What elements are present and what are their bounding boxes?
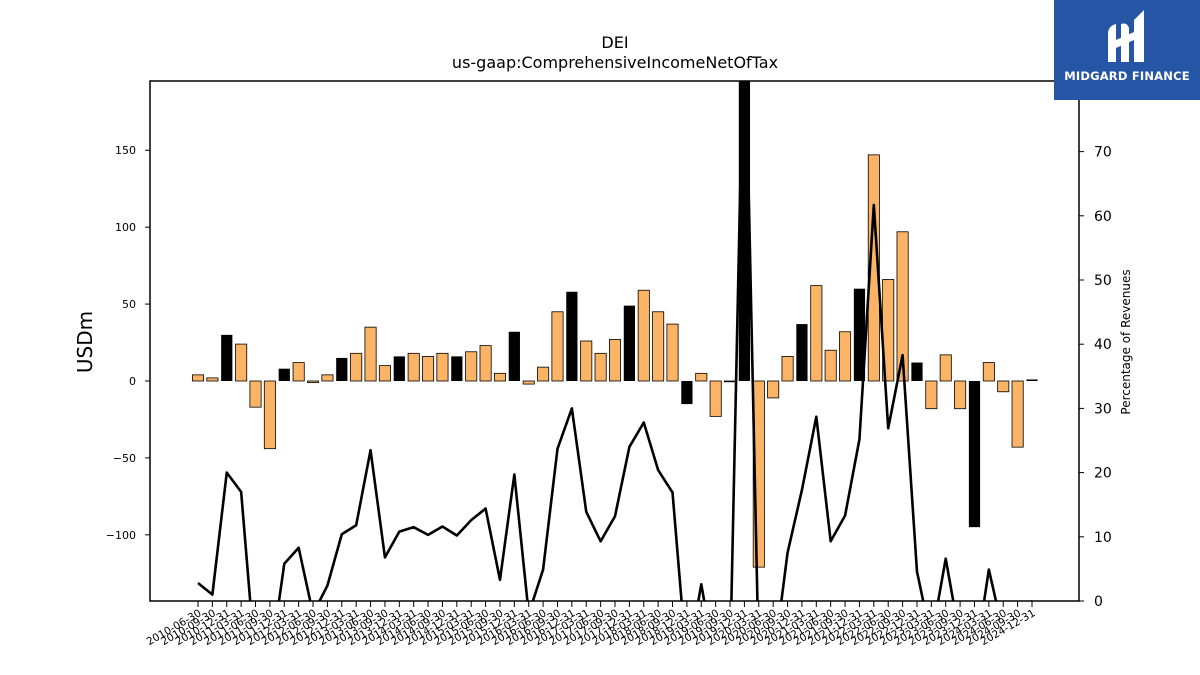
- y2-tick-label: 0: [1094, 594, 1103, 610]
- line-series: [197, 81, 1034, 601]
- bar-2017-03-31: [580, 340, 593, 382]
- bar-2018-09-30: [666, 323, 679, 382]
- brand-mark-icon: [1108, 10, 1144, 62]
- bar-2011-03-31: [235, 343, 248, 382]
- bar-2016-09-30: [551, 311, 564, 382]
- bar-2015-03-31: [465, 351, 478, 382]
- y2-axis: 0 10 20 30 40 50 60 70: [1079, 145, 1112, 610]
- bar-2024-12-31: [1026, 379, 1038, 381]
- bar-2023-12-31: [968, 381, 981, 528]
- bar-2020-06-30: [767, 380, 780, 399]
- bar-2015-06-30: [479, 345, 492, 382]
- bar-2012-09-30: [321, 374, 334, 382]
- bar-2020-09-30: [781, 355, 794, 382]
- bar-2010-06-30: [191, 374, 205, 382]
- chart-subtitle: us-gaap:ComprehensiveIncomeNetOfTax: [452, 53, 778, 72]
- brand-name: MIDGARD FINANCE: [1064, 69, 1190, 83]
- bar-2013-06-30: [364, 326, 377, 382]
- bar-2012-06-30: [307, 380, 320, 383]
- bar-2024-09-30: [1011, 380, 1024, 448]
- bar-2018-06-30: [652, 311, 665, 382]
- bar-2022-09-30: [896, 231, 909, 382]
- bar-2017-12-31: [623, 305, 635, 381]
- y2-tick-label: 40: [1094, 337, 1112, 353]
- bar-2015-09-30: [493, 372, 506, 382]
- bar-2023-06-30: [939, 354, 952, 382]
- bar-2018-03-31: [637, 289, 650, 382]
- bar-2019-03-31: [695, 372, 708, 382]
- bar-2021-06-30: [824, 349, 837, 382]
- bar-2024-06-30: [997, 380, 1010, 393]
- bar-2011-06-30: [249, 380, 262, 408]
- bar-2021-12-31: [853, 288, 866, 381]
- bar-2012-03-31: [292, 362, 305, 382]
- bar-2019-12-31: [738, 81, 751, 382]
- bar-2019-06-30: [709, 380, 722, 417]
- y2-axis-label: Percentage of Revenues: [1119, 269, 1133, 414]
- bar-2018-12-31: [681, 381, 693, 405]
- y-tick-label: 100: [115, 221, 136, 234]
- bar-2015-12-31: [508, 331, 520, 381]
- bar-2014-09-30: [436, 352, 449, 382]
- bar-2017-06-30: [594, 352, 607, 382]
- bar-2020-12-31: [796, 324, 808, 381]
- y-tick-label: 0: [129, 375, 136, 388]
- bar-2014-12-31: [451, 356, 463, 381]
- bar-2013-09-30: [378, 365, 391, 382]
- y-tick-label: −50: [113, 452, 136, 465]
- bar-2013-12-31: [393, 356, 405, 381]
- bar-series: [191, 81, 1038, 568]
- bar-2023-09-30: [954, 380, 967, 410]
- y-axis-label: USDm: [73, 311, 97, 373]
- bar-2022-03-31: [867, 154, 880, 382]
- y2-tick-label: 10: [1094, 530, 1112, 546]
- bar-2010-12-31: [221, 334, 233, 381]
- bar-2021-09-30: [839, 331, 852, 382]
- bar-2010-09-30: [206, 377, 219, 382]
- bar-2017-09-30: [608, 339, 622, 382]
- y-tick-label: −100: [106, 529, 136, 542]
- y2-tick-label: 20: [1094, 466, 1112, 482]
- bar-2016-12-31: [566, 291, 578, 381]
- bar-2012-12-31: [336, 357, 348, 381]
- bar-2022-12-31: [911, 362, 923, 381]
- bar-2013-03-31: [350, 352, 363, 382]
- y2-tick-label: 70: [1094, 145, 1112, 161]
- bar-2014-06-30: [422, 355, 435, 382]
- y2-tick-label: 60: [1094, 209, 1112, 225]
- y2-tick-label: 30: [1094, 401, 1112, 417]
- y2-tick-label: 50: [1094, 273, 1112, 289]
- bar-2019-09-30: [724, 380, 737, 383]
- bar-2016-06-30: [537, 366, 550, 382]
- y-tick-label: 150: [115, 144, 136, 157]
- brand-logo: MIDGARD FINANCE: [1054, 0, 1200, 100]
- bar-2014-03-31: [407, 352, 420, 382]
- bar-2023-03-31: [925, 380, 938, 410]
- x-axis: 2010-06-302010-09-302010-12-312011-03-31…: [145, 601, 1038, 648]
- bar-2024-03-31: [982, 362, 995, 382]
- bar-2011-09-30: [263, 380, 276, 450]
- bar-2020-03-31: [752, 380, 765, 568]
- chart-title: DEI: [601, 33, 628, 52]
- bar-2011-12-31: [278, 368, 290, 381]
- percentage-line: [197, 81, 1034, 601]
- bar-2021-03-31: [810, 285, 823, 382]
- y-axis: −100 −50 0 50 100 150: [106, 144, 150, 542]
- bar-2016-03-31: [522, 380, 535, 385]
- y-tick-label: 50: [122, 298, 136, 311]
